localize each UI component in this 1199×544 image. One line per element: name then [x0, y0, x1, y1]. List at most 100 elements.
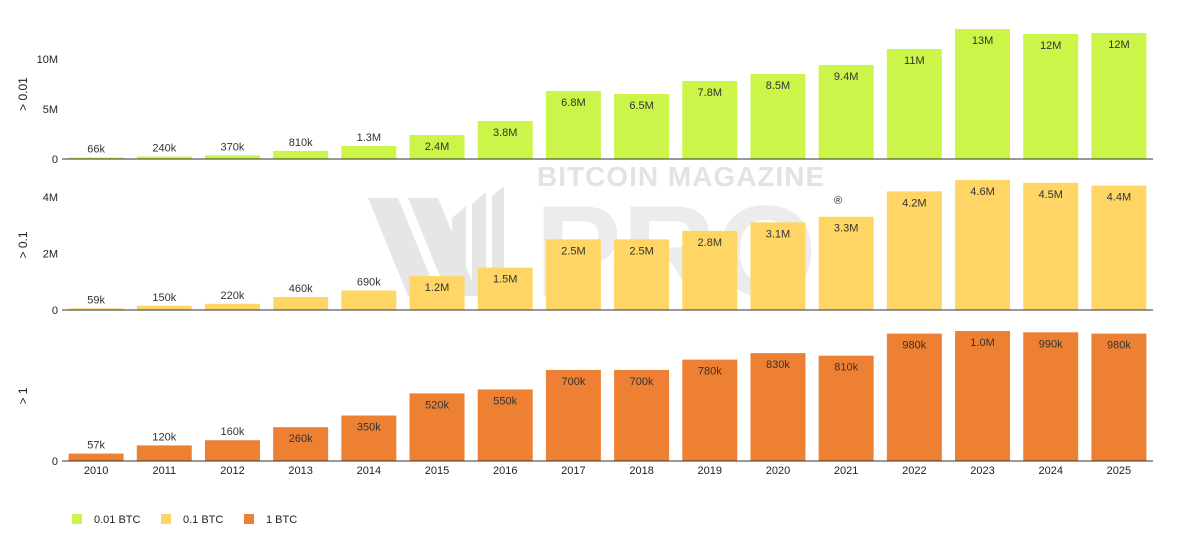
- bar[interactable]: [545, 370, 601, 461]
- x-tick-label: 2022: [902, 465, 926, 477]
- bar[interactable]: [477, 267, 533, 310]
- bar[interactable]: [886, 49, 942, 159]
- bar[interactable]: [545, 91, 601, 159]
- bar[interactable]: [545, 239, 601, 310]
- bar[interactable]: [409, 276, 465, 310]
- bar[interactable]: [1091, 33, 1147, 159]
- y-tick-label: 0: [52, 305, 58, 317]
- bar[interactable]: [204, 155, 260, 159]
- bar[interactable]: [750, 222, 806, 310]
- legend-item[interactable]: 0.1 BTC: [161, 514, 223, 526]
- data-label: 13M: [972, 35, 993, 47]
- x-tick-label: 2019: [698, 465, 722, 477]
- legend-swatch: [244, 514, 254, 524]
- data-label: 370k: [221, 141, 245, 153]
- bar[interactable]: [1023, 332, 1079, 461]
- bar[interactable]: [204, 440, 260, 461]
- legend-label: 1 BTC: [266, 514, 297, 526]
- y-axis-title: > 1: [16, 387, 30, 404]
- x-tick-label: 2014: [357, 465, 381, 477]
- data-label: 240k: [152, 143, 176, 155]
- bar[interactable]: [886, 191, 942, 310]
- x-tick-label: 2016: [493, 465, 517, 477]
- bar[interactable]: [614, 239, 670, 310]
- bar[interactable]: [136, 156, 192, 159]
- bar[interactable]: [1023, 34, 1079, 159]
- bar[interactable]: [955, 180, 1011, 310]
- data-label: 12M: [1040, 40, 1061, 52]
- bar[interactable]: [1023, 182, 1079, 310]
- data-label: 2.8M: [698, 237, 722, 249]
- data-label: 690k: [357, 277, 381, 289]
- bar[interactable]: [682, 359, 738, 461]
- data-label: 980k: [902, 340, 926, 352]
- bar[interactable]: [68, 157, 124, 160]
- x-tick-label: 2024: [1038, 465, 1062, 477]
- data-label: 6.5M: [629, 100, 653, 112]
- bar[interactable]: [341, 146, 397, 159]
- panel-2: > 0.1 0 2M 4M 59k 150k 220k 460k 690k 1.2M 1.5M 2.5…: [16, 180, 1153, 317]
- data-label: 6.8M: [561, 97, 585, 109]
- data-label: 460k: [289, 283, 313, 295]
- x-tick-label: 2021: [834, 465, 858, 477]
- legend-swatch: [161, 514, 171, 524]
- y-tick-label: 10M: [37, 54, 58, 66]
- bar[interactable]: [614, 370, 670, 461]
- bar[interactable]: [136, 305, 192, 310]
- data-label: 980k: [1107, 340, 1131, 352]
- bar[interactable]: [477, 121, 533, 159]
- bar[interactable]: [273, 427, 329, 461]
- data-label: 810k: [289, 137, 313, 149]
- legend-item[interactable]: 1 BTC: [244, 514, 297, 526]
- bar[interactable]: [341, 415, 397, 462]
- bar[interactable]: [68, 308, 124, 310]
- bar[interactable]: [750, 353, 806, 461]
- bar[interactable]: [955, 29, 1011, 159]
- bar[interactable]: [886, 333, 942, 461]
- legend-swatch: [72, 514, 82, 524]
- bar[interactable]: [341, 290, 397, 311]
- bar[interactable]: [204, 303, 260, 310]
- x-tick-label: 2023: [970, 465, 994, 477]
- bar[interactable]: [614, 94, 670, 159]
- legend-label: 0.1 BTC: [183, 514, 223, 526]
- bar[interactable]: [273, 150, 329, 159]
- bar[interactable]: [1091, 333, 1147, 461]
- bar[interactable]: [818, 65, 874, 159]
- data-label: 11M: [904, 55, 925, 67]
- data-label: 160k: [221, 426, 245, 438]
- bar[interactable]: [682, 230, 738, 310]
- bar[interactable]: [955, 331, 1011, 461]
- data-label: 220k: [221, 290, 245, 302]
- watermark-registered-mark: ®: [834, 195, 842, 207]
- bar[interactable]: [273, 297, 329, 310]
- bar[interactable]: [409, 393, 465, 461]
- bar[interactable]: [68, 453, 124, 461]
- bar[interactable]: [750, 74, 806, 159]
- bar[interactable]: [818, 355, 874, 461]
- data-label: 260k: [289, 433, 313, 445]
- x-axis: 2010 2011 2012 2013 2014 2015 2016 2017 2018 2019…: [84, 465, 1131, 477]
- bar[interactable]: [818, 216, 874, 310]
- legend-item[interactable]: 0.01 BTC: [72, 514, 141, 526]
- data-label: 120k: [152, 431, 176, 443]
- bar[interactable]: [477, 389, 533, 462]
- data-label: 2.5M: [629, 245, 653, 257]
- bar[interactable]: [409, 135, 465, 159]
- x-tick-label: 2018: [629, 465, 653, 477]
- data-label: 66k: [87, 144, 105, 156]
- panel-1: > 0.01 0 5M 10M 66k 240k 370k 810k 1.3M 2.4M 3.8M 6…: [16, 29, 1153, 166]
- data-label: 700k: [630, 376, 654, 388]
- x-tick-label: 2011: [152, 465, 176, 477]
- bar[interactable]: [136, 445, 192, 461]
- x-tick-label: 2020: [766, 465, 790, 477]
- data-label: 1.0M: [970, 337, 994, 349]
- x-tick-label: 2013: [288, 465, 312, 477]
- data-label: 3.3M: [834, 223, 858, 235]
- x-tick-label: 2010: [84, 465, 108, 477]
- data-label: 12M: [1108, 39, 1129, 51]
- bar[interactable]: [1091, 185, 1147, 310]
- data-label: 4.5M: [1038, 189, 1062, 201]
- data-label: 2.4M: [425, 141, 449, 153]
- bar[interactable]: [682, 81, 738, 159]
